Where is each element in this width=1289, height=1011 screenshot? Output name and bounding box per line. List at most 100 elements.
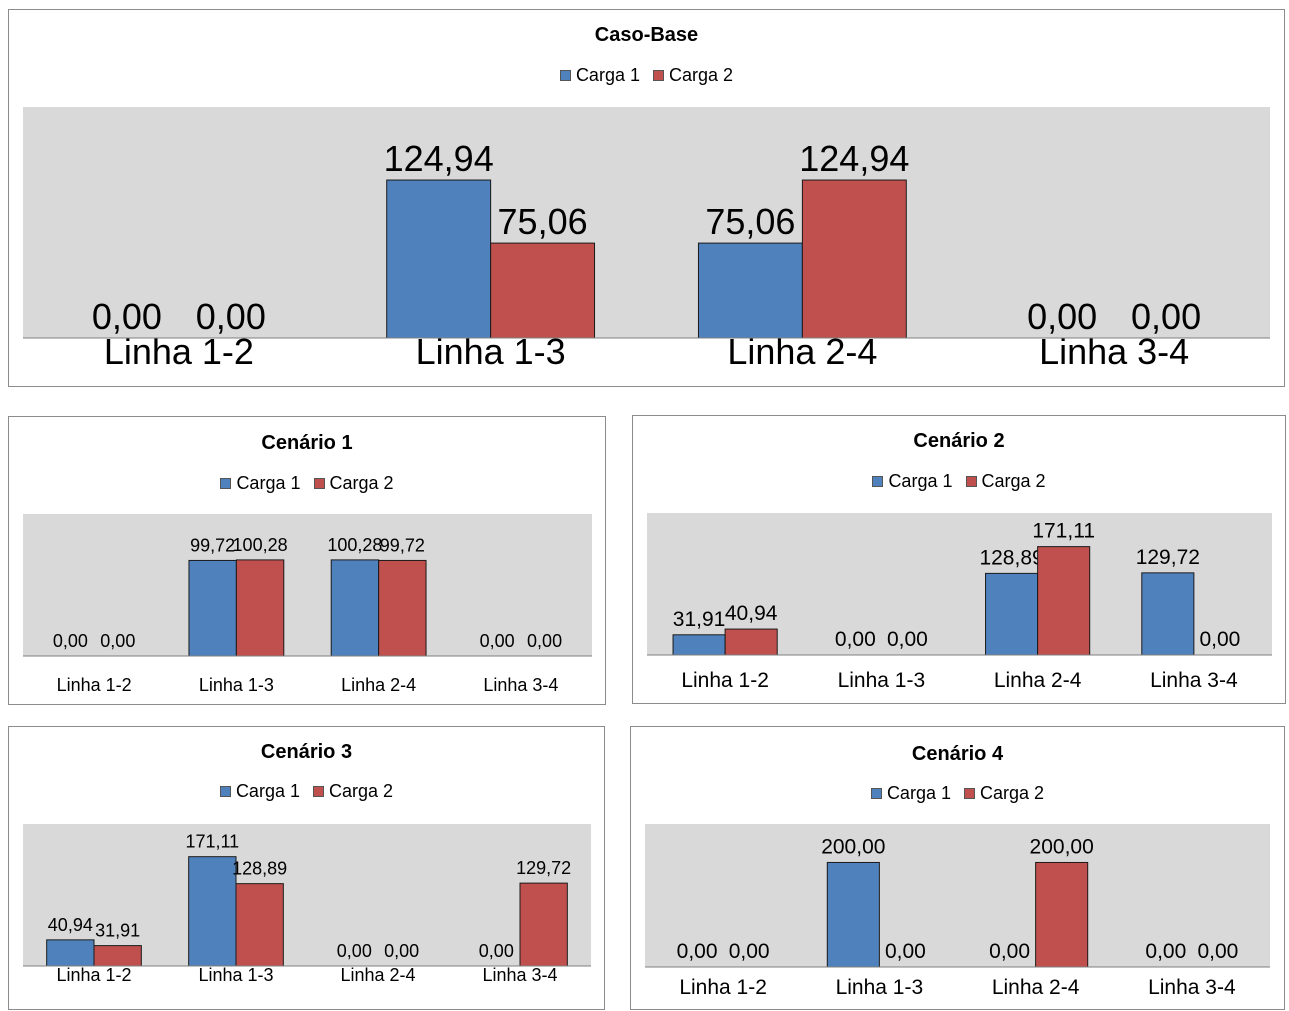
category-label: Linha 1-2 xyxy=(57,675,132,695)
chart-title: Cenário 3 xyxy=(260,741,353,763)
data-label: 0,00 xyxy=(527,631,562,651)
category-label: Linha 1-3 xyxy=(836,976,924,999)
data-label: 0,00 xyxy=(1197,940,1238,963)
category-label: Linha 2-4 xyxy=(992,976,1080,999)
bar-carga-1 xyxy=(697,242,803,339)
data-label: 99,72 xyxy=(190,535,235,555)
data-label: 99,72 xyxy=(380,535,425,555)
category-label: Linha 3-4 xyxy=(1150,669,1238,692)
data-label: 128,89 xyxy=(979,546,1043,569)
category-label: Linha 1-3 xyxy=(416,331,566,372)
data-label: 0,00 xyxy=(53,631,88,651)
data-label: 0,00 xyxy=(989,940,1030,963)
legend-label-carga-2: Carga 2 xyxy=(980,783,1045,803)
data-label: 0,00 xyxy=(729,940,770,963)
legend-swatch-carga-2 xyxy=(964,788,975,799)
legend-item-carga-1: Carga 1 xyxy=(872,471,952,492)
legend-swatch-carga-1 xyxy=(870,788,882,799)
legend-label-carga-2: Carga 2 xyxy=(669,65,734,85)
chart-cenario-4: Cenário 4 Carga 1 Carga 2 0,00 0,00 Linha … xyxy=(630,726,1285,1010)
category-label: Linha 2-4 xyxy=(994,669,1082,692)
data-label: 124,94 xyxy=(384,138,494,179)
chart-title: Caso-Base xyxy=(594,24,699,46)
category-label: Linha 1-3 xyxy=(838,669,926,692)
data-label: 100,28 xyxy=(327,535,382,555)
category-label: Linha 1-2 xyxy=(679,976,767,999)
data-label: 0,00 xyxy=(196,296,266,337)
category-label: Linha 3-4 xyxy=(1148,976,1236,999)
data-label: 171,11 xyxy=(1032,520,1095,543)
legend-swatch-carga-1 xyxy=(559,70,571,81)
bar-carga-1 xyxy=(188,559,237,657)
legend-label-carga-1: Carga 1 xyxy=(235,781,300,801)
legend-item-carga-2: Carga 2 xyxy=(653,65,733,86)
data-label: 129,72 xyxy=(516,858,571,878)
chart-legend: Carga 1 Carga 2 xyxy=(9,781,604,802)
category-label: Linha 1-3 xyxy=(198,965,273,985)
legend-item-carga-2: Carga 2 xyxy=(313,781,393,802)
legend-label-carga-2: Carga 2 xyxy=(981,471,1046,491)
data-label: 124,94 xyxy=(799,138,909,179)
bar-carga-1 xyxy=(672,634,726,656)
data-label: 0,00 xyxy=(885,940,926,963)
data-label: 0,00 xyxy=(1131,296,1201,337)
chart-caso-base: Caso-Base Carga 1 Carga 2 0,00 0,00 Linha … xyxy=(8,9,1285,387)
data-label: 0,00 xyxy=(1027,296,1097,337)
data-label: 75,06 xyxy=(498,201,588,242)
bar-carga-2 xyxy=(93,945,142,967)
chart-cenario-2: Cenário 2 Carga 1 Carga 2 31,91 40,94 Linh… xyxy=(632,415,1286,704)
category-label: Linha 3-4 xyxy=(483,675,558,695)
bar-carga-2 xyxy=(724,628,778,656)
bar-carga-1 xyxy=(826,861,880,968)
legend-label-carga-1: Carga 1 xyxy=(888,471,953,491)
legend-label-carga-2: Carga 2 xyxy=(329,473,394,493)
bar-carga-2 xyxy=(519,882,568,967)
plot-background xyxy=(23,824,591,966)
data-label: 171,11 xyxy=(185,832,239,852)
data-label: 0,00 xyxy=(1145,940,1186,963)
data-label: 0,00 xyxy=(1199,628,1240,651)
bar-carga-2 xyxy=(801,179,907,339)
data-label: 200,00 xyxy=(821,835,885,858)
data-label: 129,72 xyxy=(1136,546,1200,569)
data-label: 0,00 xyxy=(677,940,718,963)
chart-title: Cenário 2 xyxy=(913,430,1005,452)
bar-carga-2 xyxy=(235,883,284,967)
category-label: Linha 1-2 xyxy=(56,965,131,985)
chart-legend: Carga 1 Carga 2 xyxy=(631,783,1284,804)
data-label: 0,00 xyxy=(480,631,515,651)
category-label: Linha 3-4 xyxy=(1039,331,1189,372)
data-label: 0,00 xyxy=(92,296,162,337)
legend-swatch-carga-2 xyxy=(965,476,977,487)
bar-carga-1 xyxy=(46,939,95,967)
data-label: 40,94 xyxy=(725,602,778,625)
chart-cenario-3: Cenário 3 Carga 1 Carga 2 40,94 31,91 Linh… xyxy=(8,726,605,1010)
legend-swatch-carga-2 xyxy=(313,786,324,797)
legend-label-carga-1: Carga 1 xyxy=(236,473,301,493)
bar-carga-1 xyxy=(985,572,1039,656)
bar-carga-2 xyxy=(490,242,596,339)
legend-item-carga-2: Carga 2 xyxy=(964,783,1044,804)
chart-legend: Carga 1 Carga 2 xyxy=(9,473,605,494)
chart-cenario-1: Cenário 1 Carga 1 Carga 2 0,00 0,00 Linha … xyxy=(8,416,606,705)
legend-swatch-carga-1 xyxy=(220,478,232,489)
data-label: 40,94 xyxy=(48,915,93,935)
legend-item-carga-1: Carga 1 xyxy=(219,781,300,802)
legend-item-carga-2: Carga 2 xyxy=(313,473,394,494)
data-label: 100,28 xyxy=(233,535,288,555)
category-label: Linha 2-4 xyxy=(341,675,416,695)
category-label: Linha 1-2 xyxy=(681,669,769,692)
data-label: 31,91 xyxy=(95,921,140,941)
bar-carga-1 xyxy=(188,856,237,967)
data-label: 0,00 xyxy=(337,941,372,961)
bar-carga-1 xyxy=(1141,572,1195,656)
legend-item-carga-2: Carga 2 xyxy=(965,471,1046,492)
bar-carga-2 xyxy=(1035,861,1089,968)
data-label: 0,00 xyxy=(100,631,135,651)
chart-title: Cenário 1 xyxy=(261,432,353,454)
plot-background xyxy=(23,514,592,656)
legend-swatch-carga-2 xyxy=(653,70,664,81)
category-label: Linha 1-3 xyxy=(199,675,274,695)
legend-item-carga-1: Carga 1 xyxy=(220,473,300,494)
